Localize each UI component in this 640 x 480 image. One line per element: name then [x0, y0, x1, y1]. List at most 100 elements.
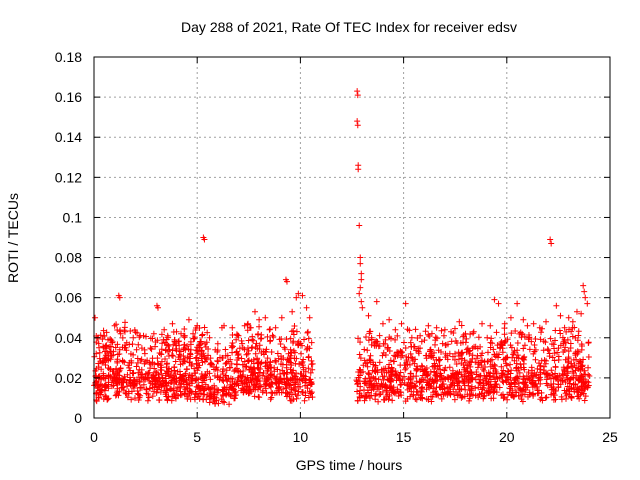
data-point [567, 363, 574, 370]
data-point [490, 395, 497, 402]
data-point [462, 369, 469, 376]
data-point [297, 370, 304, 377]
data-point [392, 326, 399, 333]
data-point [408, 343, 415, 350]
data-point [386, 316, 393, 323]
data-point [448, 381, 455, 388]
data-point [97, 358, 104, 365]
data-point [392, 336, 399, 343]
data-point [389, 367, 396, 374]
data-point [279, 361, 286, 368]
data-point [147, 335, 154, 342]
data-point [226, 364, 233, 371]
data-point [147, 379, 154, 386]
data-point [402, 344, 409, 351]
data-point [236, 345, 243, 352]
data-point [570, 374, 577, 381]
data-point [197, 375, 204, 382]
data-point [530, 320, 537, 327]
data-point [224, 378, 231, 385]
data-point [283, 278, 290, 285]
data-point [499, 378, 506, 385]
data-point [92, 314, 99, 321]
data-point [195, 364, 202, 371]
data-point [464, 391, 471, 398]
data-point [199, 332, 206, 339]
data-point [255, 369, 262, 376]
data-point [243, 388, 250, 395]
data-point [376, 391, 383, 398]
data-point [428, 393, 435, 400]
data-point [446, 364, 453, 371]
data-point [366, 328, 373, 335]
data-point [524, 322, 531, 329]
data-point [270, 333, 277, 340]
data-point [172, 358, 179, 365]
data-point [473, 355, 480, 362]
data-point [500, 367, 507, 374]
data-point [401, 373, 408, 380]
data-point [128, 396, 135, 403]
data-point [176, 351, 183, 358]
data-point [156, 396, 163, 403]
data-point [260, 348, 267, 355]
data-point [218, 396, 225, 403]
data-point [138, 384, 145, 391]
data-point [199, 359, 206, 366]
data-point [473, 369, 480, 376]
data-point [390, 358, 397, 365]
data-point [188, 380, 195, 387]
data-point [132, 329, 139, 336]
data-point [104, 396, 111, 403]
data-point [307, 369, 314, 376]
data-point [308, 380, 315, 387]
data-point [252, 344, 259, 351]
data-point [572, 350, 579, 357]
data-point [295, 338, 302, 345]
data-point [260, 370, 267, 377]
data-point [253, 340, 260, 347]
data-point [267, 326, 274, 333]
data-point [161, 326, 168, 333]
data-point [308, 361, 315, 368]
data-point [116, 388, 123, 395]
data-point [578, 310, 585, 317]
data-point [428, 382, 435, 389]
data-point [287, 346, 294, 353]
data-point [250, 356, 257, 363]
data-point [553, 375, 560, 382]
data-point [432, 334, 439, 341]
data-point [305, 365, 312, 372]
data-point [124, 394, 131, 401]
data-point [241, 322, 248, 329]
data-point [291, 322, 298, 329]
data-point [562, 339, 569, 346]
data-point [268, 394, 275, 401]
data-point [436, 356, 443, 363]
data-point [418, 362, 425, 369]
data-point [569, 318, 576, 325]
data-point [354, 122, 361, 129]
data-point [407, 339, 414, 346]
data-point [202, 343, 209, 350]
data-point [394, 332, 401, 339]
data-point [568, 384, 575, 391]
data-point [436, 357, 443, 364]
data-point [211, 386, 218, 393]
data-point [141, 346, 148, 353]
data-point [207, 376, 214, 383]
data-point [581, 383, 588, 390]
data-point [299, 342, 306, 349]
data-point [493, 369, 500, 376]
data-point [177, 361, 184, 368]
data-point [202, 355, 209, 362]
data-point [581, 397, 588, 404]
data-point [135, 341, 142, 348]
data-point [476, 379, 483, 386]
data-point [537, 371, 544, 378]
data-point [451, 325, 458, 332]
data-point [204, 329, 211, 336]
data-point [511, 357, 518, 364]
data-point [247, 324, 254, 331]
data-point [119, 334, 126, 341]
